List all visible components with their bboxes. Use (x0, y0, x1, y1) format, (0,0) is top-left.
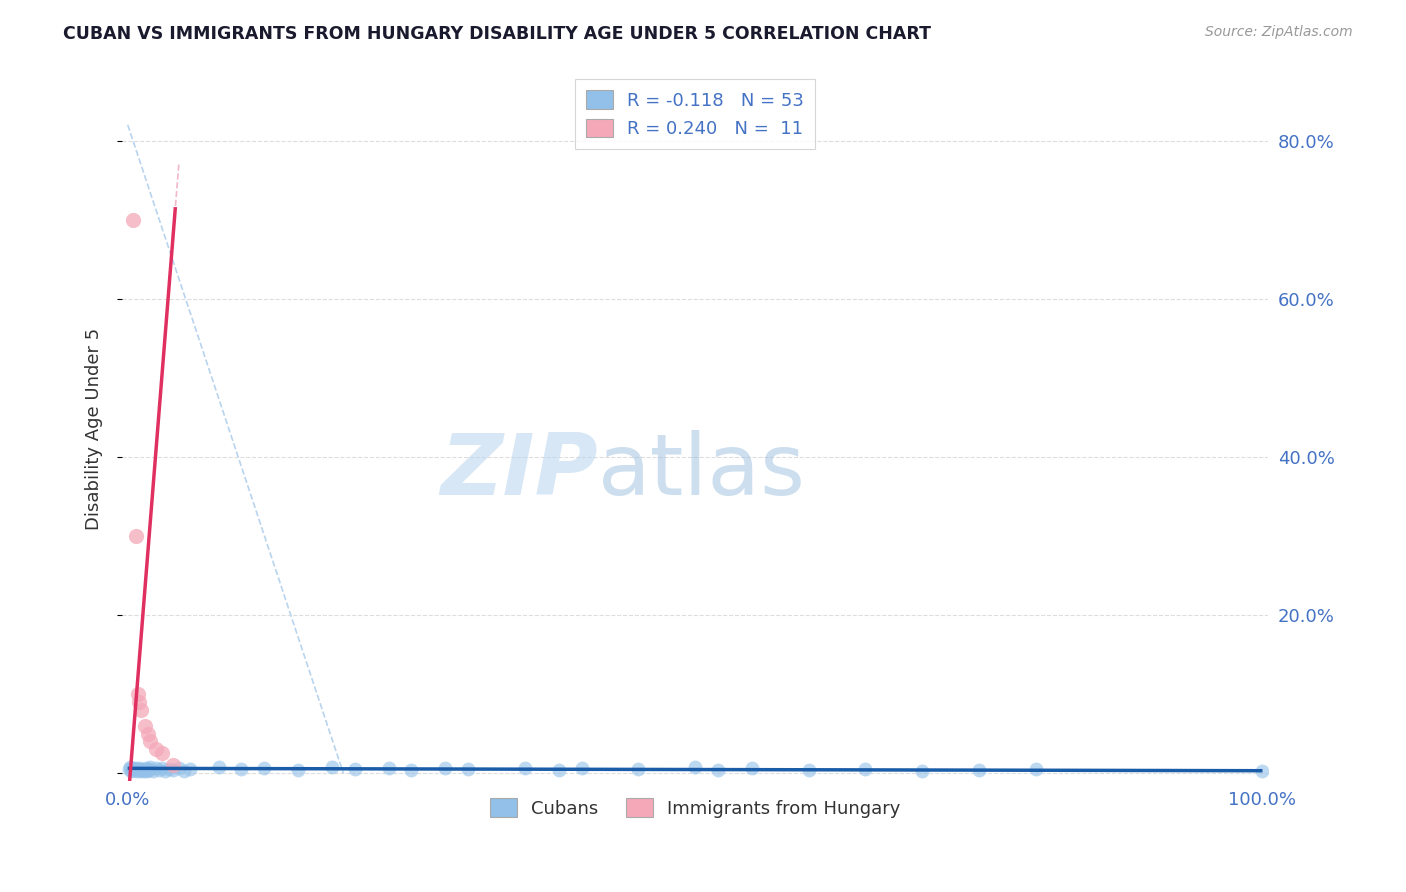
Legend: Cubans, Immigrants from Hungary: Cubans, Immigrants from Hungary (482, 791, 908, 825)
Point (853, 762, 876, 776)
Point (142, 764, 165, 778)
Point (136, 726, 159, 740)
Point (145, 761, 167, 775)
Point (741, 761, 763, 775)
Text: CUBAN VS IMMIGRANTS FROM HUNGARY DISABILITY AGE UNDER 5 CORRELATION CHART: CUBAN VS IMMIGRANTS FROM HUNGARY DISABIL… (63, 25, 931, 43)
Point (157, 762, 180, 776)
Point (124, 529, 146, 543)
Point (179, 762, 201, 776)
Point (145, 742, 167, 756)
Point (457, 762, 479, 776)
Point (122, 212, 145, 227)
Point (162, 758, 184, 772)
Point (122, 763, 145, 777)
Point (967, 763, 990, 777)
Point (135, 761, 157, 775)
Point (132, 764, 155, 778)
Point (131, 762, 153, 776)
Text: ZIP: ZIP (440, 430, 598, 513)
Point (148, 763, 170, 777)
Point (134, 719, 156, 733)
Point (153, 764, 176, 778)
Point (136, 762, 159, 776)
Point (121, 761, 143, 775)
Point (131, 703, 153, 717)
Point (118, 760, 141, 774)
Point (434, 760, 457, 774)
Point (401, 763, 423, 777)
Point (124, 764, 146, 778)
Point (131, 763, 153, 777)
Point (513, 761, 536, 775)
Point (377, 761, 399, 775)
Point (253, 760, 276, 774)
Point (136, 764, 159, 778)
Point (683, 760, 706, 774)
Point (150, 760, 173, 774)
Point (138, 763, 160, 777)
Point (548, 763, 571, 777)
Point (127, 687, 149, 701)
Point (797, 763, 820, 777)
Point (173, 764, 195, 778)
Point (162, 763, 184, 777)
Point (118, 762, 141, 776)
Point (139, 734, 162, 748)
Point (571, 760, 593, 774)
Point (627, 762, 650, 776)
Point (207, 760, 229, 774)
Point (321, 760, 343, 774)
Point (128, 695, 150, 709)
Point (120, 764, 142, 778)
Point (707, 763, 730, 777)
Y-axis label: Disability Age Under 5: Disability Age Under 5 (86, 328, 103, 531)
Point (1251, 764, 1274, 778)
Point (343, 762, 366, 776)
Point (167, 761, 190, 775)
Text: atlas: atlas (598, 430, 806, 513)
Point (287, 763, 309, 777)
Point (124, 760, 146, 774)
Point (1025, 762, 1047, 776)
Point (134, 763, 156, 777)
Point (139, 760, 162, 774)
Point (128, 761, 150, 775)
Point (125, 762, 148, 776)
Point (127, 763, 149, 777)
Point (150, 747, 173, 761)
Point (129, 764, 152, 778)
Text: Source: ZipAtlas.com: Source: ZipAtlas.com (1205, 25, 1353, 39)
Point (911, 764, 934, 778)
Point (231, 762, 253, 776)
